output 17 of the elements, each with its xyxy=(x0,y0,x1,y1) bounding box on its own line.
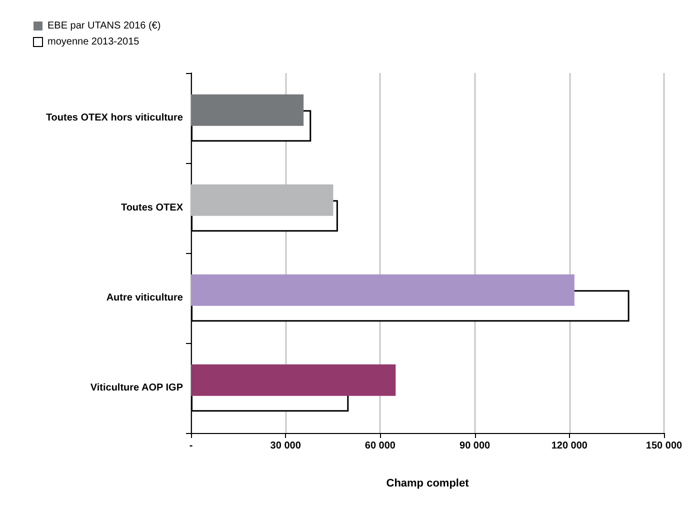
x-tick-label: 150 000 xyxy=(646,440,683,452)
legend-label: EBE par UTANS 2016 (€) xyxy=(48,20,161,32)
bar xyxy=(191,94,304,126)
y-tick-label: Toutes OTEX hors viticulture xyxy=(46,112,184,124)
x-tick-label: 30 000 xyxy=(270,440,302,452)
bar xyxy=(191,184,334,216)
x-tick-label: - xyxy=(189,440,193,452)
x-tick-label: 90 000 xyxy=(460,440,491,452)
bar xyxy=(191,274,574,306)
y-tick-label: Toutes OTEX xyxy=(120,202,184,214)
x-tick-label: 120 000 xyxy=(551,440,588,452)
y-tick-label: Viticulture AOP IGP xyxy=(90,382,184,394)
x-axis-title: Champ complet xyxy=(386,478,470,490)
legend-label: moyenne 2013-2015 xyxy=(48,36,140,48)
y-tick-label: Autre viticulture xyxy=(106,292,184,304)
x-tick-label: 60 000 xyxy=(364,440,396,452)
bar xyxy=(191,364,396,396)
